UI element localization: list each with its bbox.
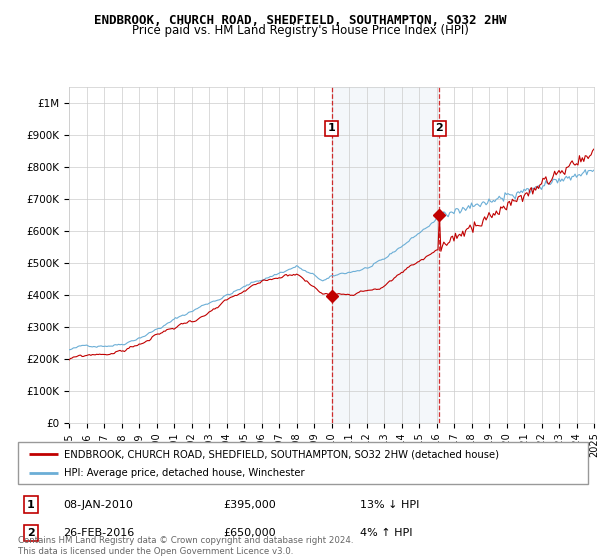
Text: £650,000: £650,000 [223, 528, 276, 538]
Text: 4% ↑ HPI: 4% ↑ HPI [360, 528, 413, 538]
Text: Price paid vs. HM Land Registry's House Price Index (HPI): Price paid vs. HM Land Registry's House … [131, 24, 469, 37]
Text: £395,000: £395,000 [223, 500, 276, 510]
Text: 2: 2 [26, 528, 34, 538]
Text: Contains HM Land Registry data © Crown copyright and database right 2024.
This d: Contains HM Land Registry data © Crown c… [18, 536, 353, 556]
Text: 08-JAN-2010: 08-JAN-2010 [64, 500, 133, 510]
Text: 2: 2 [436, 123, 443, 133]
Text: 1: 1 [328, 123, 335, 133]
FancyBboxPatch shape [18, 442, 588, 484]
Text: ENDBROOK, CHURCH ROAD, SHEDFIELD, SOUTHAMPTON, SO32 2HW: ENDBROOK, CHURCH ROAD, SHEDFIELD, SOUTHA… [94, 14, 506, 27]
Bar [331, 87, 439, 423]
Text: 26-FEB-2016: 26-FEB-2016 [64, 528, 135, 538]
Text: HPI: Average price, detached house, Winchester: HPI: Average price, detached house, Winc… [64, 468, 304, 478]
Text: ENDBROOK, CHURCH ROAD, SHEDFIELD, SOUTHAMPTON, SO32 2HW (detached house): ENDBROOK, CHURCH ROAD, SHEDFIELD, SOUTHA… [64, 449, 499, 459]
Text: 1: 1 [26, 500, 34, 510]
Text: 13% ↓ HPI: 13% ↓ HPI [360, 500, 419, 510]
